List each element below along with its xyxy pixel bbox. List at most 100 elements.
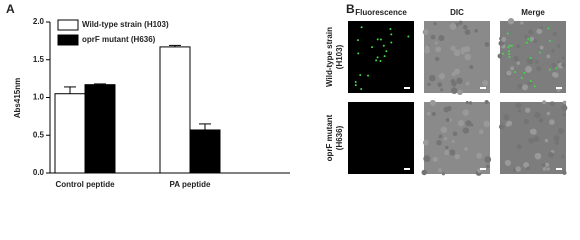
texture <box>517 83 523 90</box>
texture <box>440 88 444 92</box>
legend-swatch <box>57 34 79 46</box>
x-tick-label: PA peptide <box>170 180 211 189</box>
bacterium <box>367 74 370 77</box>
bacterium <box>382 44 385 47</box>
bacterium <box>356 39 359 42</box>
bacterium <box>510 44 513 47</box>
bar <box>159 46 191 174</box>
texture <box>552 31 557 37</box>
bacterium <box>390 41 393 44</box>
texture <box>458 20 463 25</box>
texture <box>548 152 554 158</box>
texture <box>433 22 437 26</box>
texture <box>474 29 479 33</box>
texture <box>546 167 550 171</box>
texture <box>506 120 513 127</box>
texture <box>513 55 519 62</box>
bar <box>189 129 221 174</box>
texture <box>456 77 463 84</box>
bacterium <box>548 68 551 71</box>
bacterium <box>547 27 550 30</box>
bacterium <box>385 50 388 53</box>
texture <box>525 107 531 113</box>
texture <box>503 114 510 121</box>
texture <box>436 139 442 146</box>
texture <box>465 101 469 105</box>
texture <box>534 112 541 119</box>
bacterium <box>529 57 532 60</box>
texture <box>553 135 560 142</box>
texture <box>443 137 448 141</box>
texture <box>525 65 532 73</box>
legend-label: Wild-type strain (H103) <box>82 20 169 29</box>
bacterium <box>383 55 386 58</box>
y-tick-label: 0.5 <box>33 130 45 139</box>
texture <box>553 72 559 78</box>
texture <box>523 118 529 125</box>
texture <box>561 56 565 60</box>
bacterium <box>354 84 357 87</box>
texture <box>451 81 457 87</box>
texture <box>441 172 445 176</box>
texture <box>561 104 568 112</box>
texture <box>526 57 534 65</box>
scale-bar <box>556 168 562 170</box>
texture <box>551 62 557 68</box>
texture <box>421 169 427 176</box>
bacterium <box>357 52 360 55</box>
texture <box>498 40 505 47</box>
texture <box>435 56 440 62</box>
texture <box>457 120 465 127</box>
texture <box>453 49 461 57</box>
bacterium <box>354 81 357 84</box>
texture <box>484 156 492 163</box>
texture <box>450 45 456 51</box>
bacterium <box>371 46 374 49</box>
y-axis-label: Abs415nm <box>13 78 22 118</box>
texture <box>528 137 534 144</box>
texture <box>557 127 565 135</box>
texture <box>426 111 431 116</box>
texture <box>562 113 567 117</box>
bacterium <box>359 74 362 77</box>
bar <box>54 93 86 174</box>
texture <box>536 66 542 72</box>
texture <box>464 29 471 35</box>
texture <box>506 70 512 76</box>
texture <box>497 53 503 59</box>
texture <box>429 99 436 106</box>
y-tick-label: 1.5 <box>33 55 45 64</box>
texture <box>478 129 484 135</box>
texture <box>484 42 490 47</box>
texture <box>562 100 567 105</box>
texture <box>422 29 429 36</box>
texture <box>444 150 450 156</box>
scale-bar <box>404 87 410 89</box>
bacterium <box>508 44 511 47</box>
bacterium <box>555 67 558 70</box>
texture <box>423 155 431 163</box>
scale-bar <box>480 168 486 170</box>
texture <box>476 152 482 159</box>
texture <box>536 28 543 35</box>
bacterium <box>390 33 393 36</box>
bacterium <box>407 35 410 38</box>
texture <box>516 44 521 49</box>
bacterium <box>379 60 382 63</box>
texture <box>452 131 458 136</box>
bacterium <box>507 46 510 49</box>
texture <box>462 109 470 116</box>
bacterium <box>502 52 505 55</box>
texture <box>434 41 438 45</box>
texture <box>539 45 544 50</box>
bacterium <box>538 51 541 54</box>
texture <box>516 144 522 150</box>
texture <box>546 54 551 59</box>
bacterium <box>527 37 530 40</box>
texture <box>440 126 448 134</box>
texture <box>462 127 470 134</box>
y-tick-label: 1.0 <box>33 93 45 102</box>
texture <box>498 124 505 130</box>
row-label: (H103) <box>335 44 344 69</box>
texture <box>482 79 489 86</box>
